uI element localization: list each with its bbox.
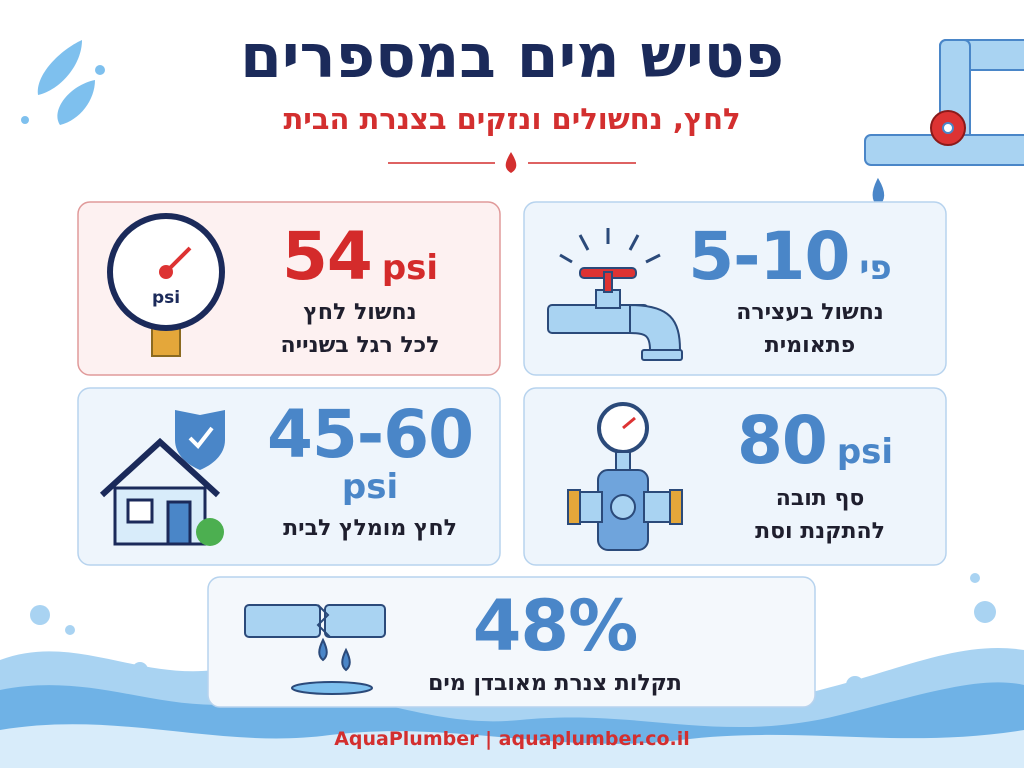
stat-value: 54 (281, 218, 373, 295)
stat-value: 48% (472, 585, 639, 667)
regulator-icon (567, 402, 683, 551)
stat: 80 psi (690, 402, 940, 479)
stat-qualifier: פי (859, 248, 892, 288)
stat-qualifier: psi (836, 432, 894, 472)
subtitle: לחץ, נחשולים ונזקים בצנרת הבית (283, 102, 741, 136)
label-line: לחץ מומלץ לבית (283, 516, 457, 541)
stat: 5-10 פי (640, 218, 940, 295)
label-line: תקלות צנרת מאובדן מים (428, 671, 682, 696)
splash-icon (21, 40, 105, 125)
gauge-icon (107, 213, 225, 357)
stat-label: סף תובה להתקנת וסת (690, 482, 950, 548)
stat-label: לחץ מומלץ לבית (240, 512, 500, 545)
stat-qualifier: psi (381, 248, 439, 288)
stat-qualifier: psi (341, 467, 399, 507)
title: פטיש מים במספרים (240, 22, 784, 92)
stat-label: נחשול לחץ לכל רגל בשנייה (230, 296, 490, 362)
divider (388, 152, 636, 173)
pipe-icon (864, 39, 1024, 207)
label-line: לכל רגל בשנייה (280, 333, 440, 358)
stat-value: 45-60 (266, 396, 474, 473)
stat: 45-60 psi (240, 396, 500, 507)
label-line: נחשול בעצירה (736, 300, 884, 325)
footer: AquaPlumber | aquaplumber.co.il (334, 728, 690, 750)
stat: 54 psi (230, 218, 490, 295)
label-line: להתקנת וסת (755, 519, 885, 544)
broken-pipe-icon (244, 604, 386, 695)
house-icon (99, 410, 225, 546)
label-line: נחשול לחץ (303, 300, 417, 325)
gauge-label: psi (151, 288, 181, 308)
label-line: סף תובה (775, 486, 865, 511)
stat-value: 5-10 (688, 218, 850, 295)
stat-value: 80 (736, 402, 828, 479)
stat: 48% (400, 585, 710, 667)
stat-label: נחשול בעצירה פתאומית (680, 296, 940, 362)
label-line: פתאומית (764, 333, 856, 358)
stat-label: תקלות צנרת מאובדן מים (400, 667, 710, 700)
faucet-icon (547, 228, 683, 361)
